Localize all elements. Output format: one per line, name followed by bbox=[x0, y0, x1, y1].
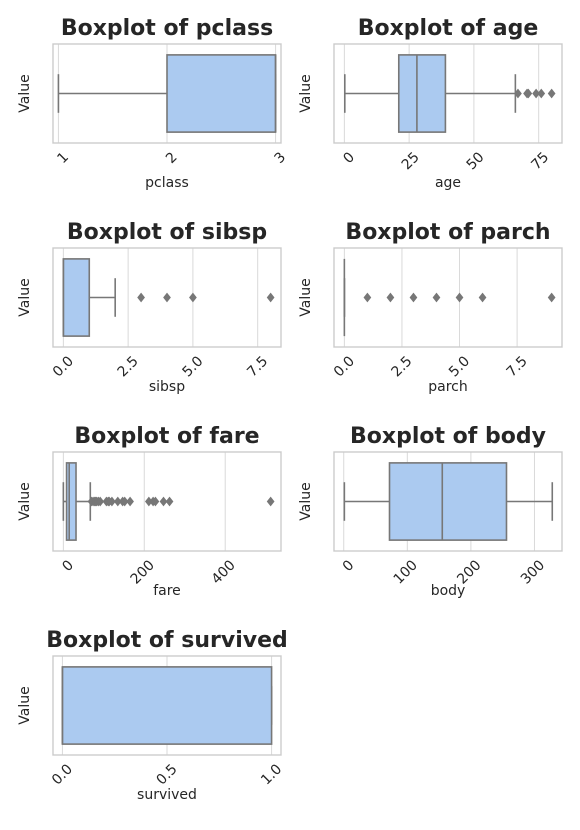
plot-frame bbox=[52, 451, 282, 552]
subplot-survived: Boxplot of survived 0.0 0.5 1.0 survived Valu… bbox=[17, 628, 288, 803]
box bbox=[65, 462, 77, 541]
tick-label: 0.0 bbox=[331, 353, 358, 380]
chart-title: Boxplot of age bbox=[358, 16, 539, 41]
y-axis-label: Value bbox=[17, 482, 33, 520]
box bbox=[61, 666, 273, 745]
tick-label: 2.5 bbox=[115, 353, 142, 380]
chart-title: Boxplot of pclass bbox=[61, 16, 273, 41]
chart-title: Boxplot of body bbox=[350, 424, 546, 449]
plot-frame bbox=[52, 247, 282, 348]
chart-title: Boxplot of sibsp bbox=[67, 220, 267, 245]
outlier-point bbox=[547, 292, 556, 303]
tick-label: 50 bbox=[464, 149, 488, 173]
tick-label: 0.5 bbox=[154, 761, 181, 788]
outlier-point bbox=[524, 88, 533, 99]
chart-title: Boxplot of parch bbox=[345, 220, 550, 245]
subplot-parch: Boxplot of parch 0.0 2.5 5.0 7.5 parch Value bbox=[298, 220, 563, 395]
tick-label: 100 bbox=[391, 557, 421, 587]
box bbox=[388, 462, 508, 541]
outlier-point bbox=[120, 496, 129, 507]
subplot-pclass: Boxplot of pclass 1 2 3 pclass Value bbox=[17, 16, 289, 191]
outlier-point bbox=[126, 496, 134, 507]
x-axis-label: survived bbox=[137, 787, 197, 803]
x-axis-label: sibsp bbox=[149, 379, 185, 395]
outlier-point bbox=[108, 496, 116, 507]
tick-label: 2 bbox=[163, 149, 181, 167]
box bbox=[62, 258, 91, 337]
plot-frame bbox=[333, 247, 563, 348]
y-axis-label: Value bbox=[17, 686, 33, 724]
chart-title: Boxplot of survived bbox=[46, 628, 288, 653]
box bbox=[397, 54, 447, 133]
y-axis-label: Value bbox=[298, 74, 314, 112]
x-axis-label: age bbox=[435, 175, 461, 191]
tick-label: 1.0 bbox=[258, 761, 285, 788]
subplot-age: Boxplot of age 0 25 50 75 age Value bbox=[298, 16, 563, 191]
tick-label: 0.0 bbox=[49, 761, 76, 788]
outlier-point bbox=[514, 88, 522, 99]
x-axis-label: pclass bbox=[145, 175, 189, 191]
outlier-point bbox=[96, 496, 105, 507]
outlier-point bbox=[409, 292, 418, 303]
outlier-point bbox=[432, 292, 441, 303]
outlier-point bbox=[537, 88, 546, 99]
plot-frame bbox=[52, 43, 282, 144]
outlier-point bbox=[455, 292, 464, 303]
tick-label: 400 bbox=[209, 557, 239, 587]
outlier-point bbox=[386, 292, 395, 303]
plot-frame bbox=[333, 43, 563, 144]
tick-label: 7.5 bbox=[504, 353, 531, 380]
outlier-point bbox=[165, 496, 174, 507]
outlier-point bbox=[547, 88, 556, 99]
outlier-point bbox=[266, 496, 275, 507]
outlier-point bbox=[478, 292, 487, 303]
x-axis-label: fare bbox=[153, 583, 181, 599]
tick-label: 3 bbox=[272, 149, 290, 167]
tick-label: 0 bbox=[59, 557, 77, 575]
outlier-point bbox=[163, 292, 171, 303]
y-axis-label: Value bbox=[17, 278, 33, 316]
outlier-point bbox=[363, 292, 372, 303]
y-axis-label: Value bbox=[17, 74, 33, 112]
tick-label: 5.0 bbox=[446, 353, 473, 380]
outlier-point bbox=[189, 292, 197, 303]
y-axis-label: Value bbox=[298, 278, 314, 316]
y-axis-label: Value bbox=[298, 482, 314, 520]
plot-frame bbox=[52, 655, 282, 756]
tick-label: 300 bbox=[518, 557, 548, 587]
subplot-sibsp: Boxplot of sibsp 0.0 2.5 5.0 7.5 sibsp Value bbox=[17, 220, 282, 395]
tick-label: 2.5 bbox=[388, 353, 415, 380]
chart-title: Boxplot of fare bbox=[74, 424, 259, 449]
outlier-point bbox=[137, 292, 145, 303]
x-axis-label: body bbox=[431, 583, 466, 599]
outlier-point bbox=[266, 292, 275, 303]
outlier-point bbox=[159, 496, 168, 507]
tick-label: 5.0 bbox=[179, 353, 206, 380]
outlier-point bbox=[532, 88, 540, 99]
tick-label: 25 bbox=[399, 149, 423, 173]
plot-frame bbox=[333, 451, 563, 552]
tick-label: 0 bbox=[340, 149, 358, 167]
box bbox=[166, 54, 277, 133]
tick-label: 1 bbox=[54, 149, 72, 167]
x-axis-label: parch bbox=[428, 379, 467, 395]
tick-label: 7.5 bbox=[244, 353, 271, 380]
tick-label: 0 bbox=[340, 557, 358, 575]
outlier-point bbox=[151, 496, 160, 507]
tick-label: 0.0 bbox=[50, 353, 77, 380]
tick-label: 75 bbox=[528, 149, 552, 173]
